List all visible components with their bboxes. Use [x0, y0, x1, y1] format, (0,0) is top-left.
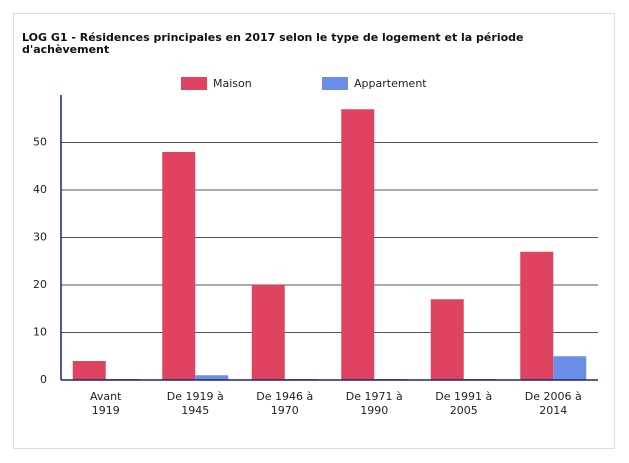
bar [195, 375, 229, 380]
card [13, 13, 615, 449]
bar [162, 152, 196, 380]
y-tick-label: 50 [33, 136, 47, 149]
bar [72, 361, 106, 380]
bar [430, 299, 464, 380]
bar [341, 109, 375, 380]
x-tick-label: De 1971 à 1990 [345, 390, 403, 417]
bar [251, 285, 285, 380]
chart-title: LOG G1 - Résidences principales en 2017 … [22, 31, 524, 56]
x-tick-label: De 2006 à 2014 [524, 390, 582, 417]
y-tick-label: 0 [40, 373, 47, 386]
bar [520, 251, 554, 380]
x-tick-label: De 1946 à 1970 [256, 390, 314, 417]
legend-label: Maison [213, 77, 252, 90]
bar [553, 356, 587, 380]
x-tick-label: De 1919 à 1945 [166, 390, 224, 417]
x-tick-label: Avant 1919 [90, 390, 122, 417]
x-tick-label: De 1991 à 2005 [435, 390, 493, 417]
legend-swatch [181, 77, 207, 90]
y-tick-label: 20 [33, 278, 47, 291]
legend-swatch [322, 77, 348, 90]
y-tick-label: 40 [33, 183, 47, 196]
y-tick-label: 10 [33, 326, 47, 339]
y-tick-label: 30 [33, 231, 47, 244]
legend-label: Appartement [354, 77, 427, 90]
